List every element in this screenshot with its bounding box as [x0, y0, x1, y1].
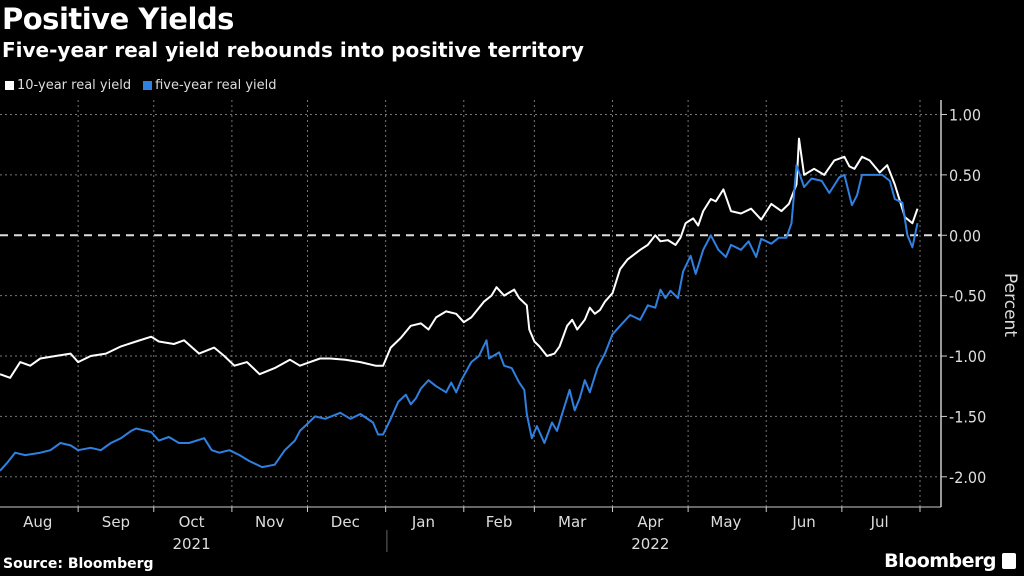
x-tick-label: Sep	[102, 513, 130, 531]
series-line-five-year	[0, 164, 919, 472]
bloomberg-chart-icon	[1002, 553, 1016, 569]
x-tick-label: Jun	[791, 513, 815, 531]
source-note: Source: Bloomberg	[3, 556, 154, 572]
x-tick-label: Feb	[486, 513, 513, 531]
x-tick-label: May	[710, 513, 741, 531]
y-axis-label: Percent	[1000, 273, 1020, 337]
legend-item-five-year: five-year real yield	[143, 78, 277, 93]
legend-swatch-blue	[143, 81, 153, 90]
x-tick-label: Apr	[637, 513, 664, 531]
series-line-10-year	[0, 137, 919, 379]
y-tick-label: 0.00	[949, 226, 981, 245]
x-tick-label: Nov	[255, 513, 284, 531]
y-tick-label: -1.50	[949, 407, 986, 426]
legend-label: five-year real yield	[155, 78, 277, 93]
x-tick-label: Dec	[331, 513, 360, 531]
x-tick-label: Mar	[558, 513, 587, 531]
y-tick-label: -1.00	[949, 347, 986, 366]
x-tick-label: Aug	[23, 513, 52, 531]
legend-swatch-white	[5, 81, 14, 90]
x-tick-label: Oct	[179, 513, 205, 531]
chart-title: Positive Yields	[2, 2, 234, 36]
y-tick-label: -0.50	[949, 287, 986, 306]
year-label: 2021	[172, 535, 210, 553]
legend-item-10-year: 10-year real yield	[5, 78, 131, 93]
bloomberg-logo: Bloomberg	[884, 550, 996, 572]
y-tick-label: 0.50	[949, 166, 981, 185]
x-tick-label: Jan	[411, 513, 435, 531]
y-tick-label: 1.00	[949, 105, 981, 124]
year-label: 2022	[631, 535, 669, 553]
legend: 10-year real yield five-year real yield	[5, 78, 277, 93]
chart-subtitle: Five-year real yield rebounds into posit…	[2, 38, 584, 62]
y-tick-label: -2.00	[949, 468, 986, 487]
legend-label: 10-year real yield	[17, 78, 132, 93]
x-tick-label: Jul	[870, 513, 889, 531]
